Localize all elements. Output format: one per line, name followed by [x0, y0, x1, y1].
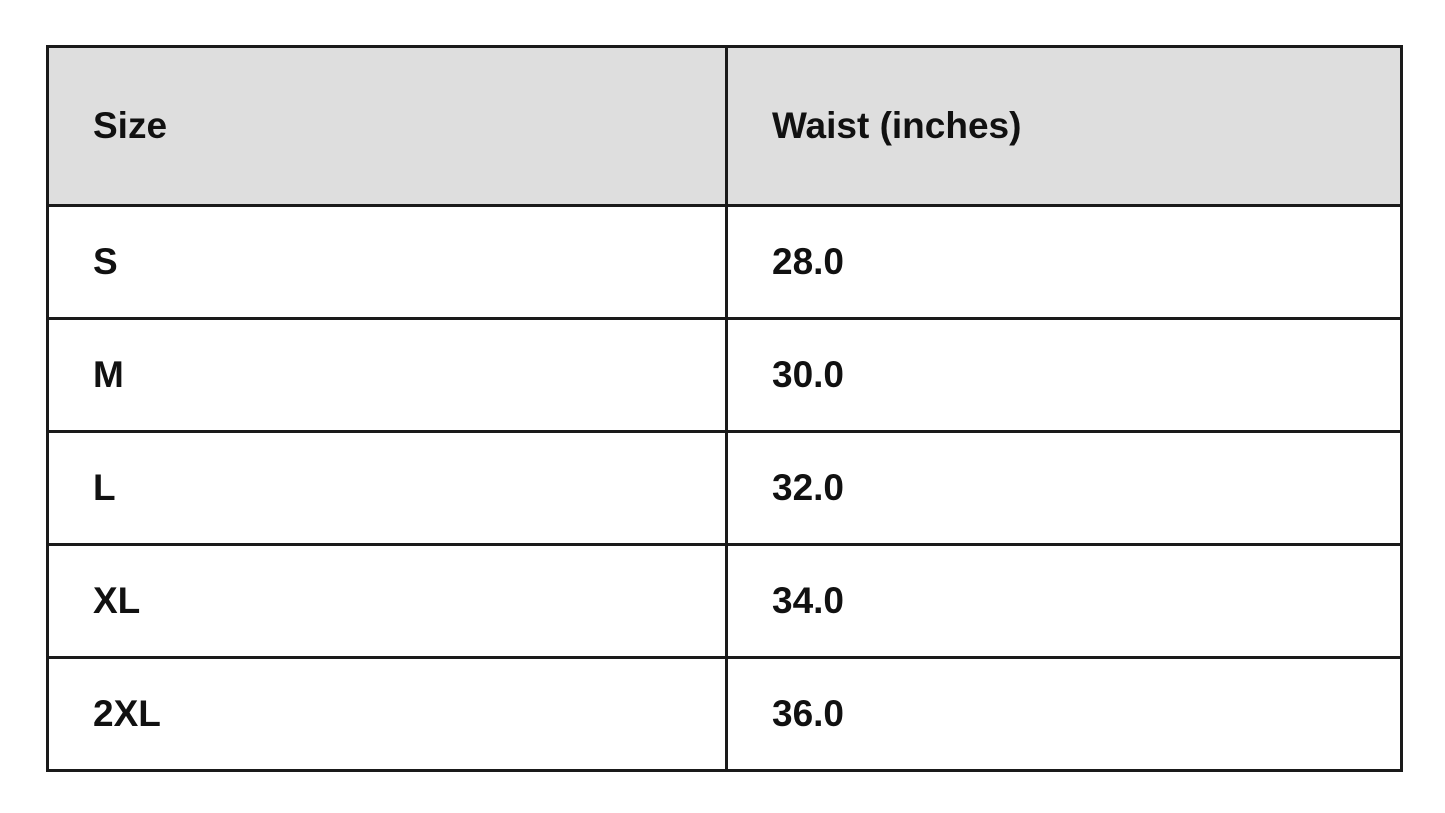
waist-cell: 28.0: [725, 204, 1403, 320]
size-cell: L: [46, 430, 728, 546]
waist-cell: 34.0: [725, 543, 1403, 659]
table-row: 2XL 36.0: [46, 656, 1403, 772]
size-cell: M: [46, 317, 728, 433]
waist-cell: 30.0: [725, 317, 1403, 433]
header-size: Size: [46, 45, 728, 207]
table-row: XL 34.0: [46, 543, 1403, 659]
header-waist: Waist (inches): [725, 45, 1403, 207]
waist-cell: 36.0: [725, 656, 1403, 772]
size-cell: 2XL: [46, 656, 728, 772]
waist-cell: 32.0: [725, 430, 1403, 546]
table-row: S 28.0: [46, 204, 1403, 320]
header-row: Size Waist (inches): [46, 45, 1403, 207]
size-cell: S: [46, 204, 728, 320]
size-cell: XL: [46, 543, 728, 659]
table-row: L 32.0: [46, 430, 1403, 546]
size-chart-table: Size Waist (inches) S 28.0 M 30.0 L 32.0…: [46, 45, 1403, 772]
table-row: M 30.0: [46, 317, 1403, 433]
